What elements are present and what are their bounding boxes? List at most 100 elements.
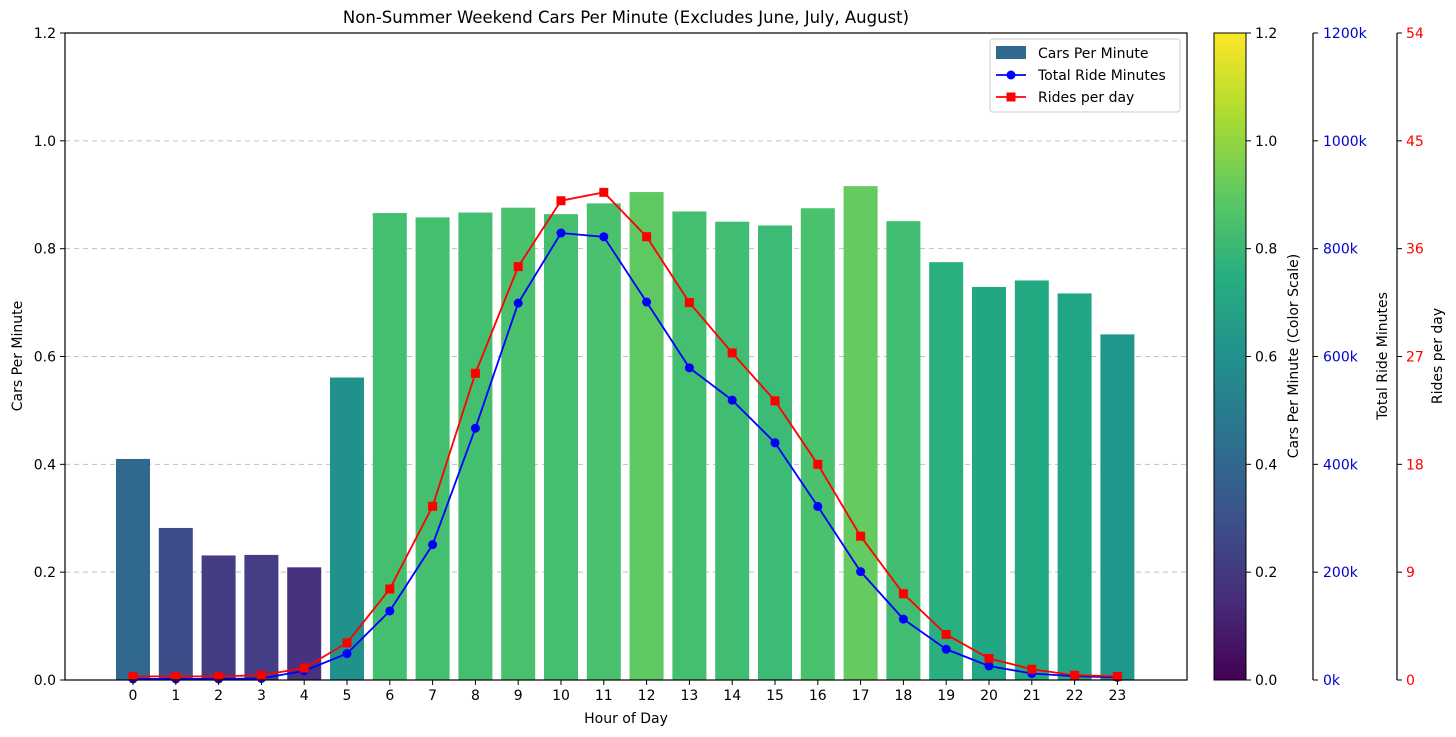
right-axis-2-tick-label: 9 — [1406, 565, 1415, 581]
bar — [586, 203, 621, 681]
x-tick-label: 7 — [428, 688, 437, 704]
bar — [929, 262, 964, 680]
x-tick-label: 18 — [894, 688, 912, 704]
x-tick-label: 4 — [300, 688, 309, 704]
point-rides-per-day — [984, 653, 994, 663]
bar — [1014, 280, 1049, 680]
right-axis-2-tick-label: 45 — [1406, 134, 1424, 150]
point-rides-per-day — [128, 671, 138, 681]
point-rides-per-day — [770, 396, 780, 406]
point-total-ride-minutes — [856, 567, 866, 577]
point-rides-per-day — [642, 232, 652, 242]
y-tick-label: 0.2 — [34, 565, 56, 581]
right-axis-1-ticks: 0k 200k 400k 600k 800k 1000k 1200k — [1313, 26, 1368, 689]
right-axis-1-tick-label: 200k — [1323, 565, 1359, 581]
grid-layer — [65, 140, 1187, 573]
axis-layer: 0.00.20.40.60.81.01.20 1 2 3 4 5 6 7 8 9 10 11 12 13 1… — [34, 26, 1127, 704]
point-total-ride-minutes — [599, 232, 609, 242]
y-tick-label: 0.8 — [34, 242, 56, 258]
right-axis-1-tick-label: 400k — [1323, 457, 1359, 473]
bar — [201, 555, 236, 680]
point-total-ride-minutes — [770, 438, 780, 448]
right-axis-2-tick-label: 54 — [1406, 26, 1424, 42]
series-line-rides-per-day — [133, 191, 1118, 678]
point-total-ride-minutes — [727, 395, 737, 405]
legend: Cars Per Minute Total Ride Minutes Rides… — [989, 38, 1181, 113]
point-total-ride-minutes — [556, 228, 566, 238]
bar — [715, 221, 750, 681]
colorbar-tick-label: 0.6 — [1255, 350, 1277, 366]
point-total-ride-minutes — [642, 297, 652, 307]
x-tick-label: 12 — [638, 688, 656, 704]
right-axis-2-tick-label: 36 — [1406, 242, 1424, 258]
point-rides-per-day — [171, 671, 181, 681]
point-total-ride-minutes — [470, 423, 480, 433]
bar — [544, 214, 578, 680]
right-axis-1-tick-label: 1000k — [1323, 134, 1368, 150]
point-rides-per-day — [428, 501, 438, 511]
x-tick-label: 20 — [980, 688, 998, 704]
line-layer — [128, 187, 1122, 684]
bar — [758, 225, 792, 681]
right-axis-1-tick-label: 800k — [1323, 242, 1359, 258]
colorbar-tick-label: 0.2 — [1255, 565, 1277, 581]
right-axis-2-ticks: 0 9 18 27 36 45 54 — [1397, 26, 1424, 689]
colorbar-label: Cars Per Minute (Color Scale) — [1286, 254, 1302, 458]
bar — [501, 207, 536, 680]
point-rides-per-day — [1070, 670, 1080, 680]
colorbar-tick-label: 1.2 — [1255, 26, 1277, 42]
right-axis-2-label: Rides per day — [1430, 308, 1446, 404]
right-axis-1-tick-label: 1200k — [1323, 26, 1368, 42]
point-total-ride-minutes — [342, 649, 352, 659]
legend-label-blue: Total Ride Minutes — [1037, 68, 1166, 84]
bar — [1057, 293, 1092, 680]
point-rides-per-day — [470, 368, 480, 378]
point-total-ride-minutes — [428, 540, 438, 550]
point-rides-per-day — [941, 629, 951, 639]
point-rides-per-day — [513, 262, 523, 272]
point-rides-per-day — [256, 670, 266, 680]
x-axis-label: Hour of Day — [584, 711, 668, 727]
point-rides-per-day — [342, 638, 352, 648]
bar — [800, 208, 835, 680]
x-tick-label: 17 — [852, 688, 870, 704]
point-rides-per-day — [599, 187, 609, 197]
x-tick-label: 3 — [257, 688, 266, 704]
point-total-ride-minutes — [385, 606, 395, 616]
point-rides-per-day — [813, 459, 823, 469]
y-tick-label: 1.2 — [34, 26, 56, 42]
point-total-ride-minutes — [684, 363, 694, 373]
right-axis-1-tick-label: 600k — [1323, 350, 1359, 366]
y-axis-label: Cars Per Minute — [10, 301, 26, 411]
x-tick-label: 0 — [129, 688, 138, 704]
bar — [672, 211, 707, 680]
point-rides-per-day — [299, 663, 309, 673]
x-tick-label: 6 — [385, 688, 394, 704]
colorbar-tick-label: 0.8 — [1255, 242, 1277, 258]
bar — [287, 567, 322, 680]
legend-box — [989, 38, 1181, 113]
right-axis-2-tick-label: 27 — [1406, 350, 1424, 366]
point-total-ride-minutes — [813, 501, 823, 511]
bar — [158, 527, 193, 680]
x-tick-label: 15 — [766, 688, 784, 704]
x-tick-label: 13 — [680, 688, 698, 704]
colorbar-ticks: 0.0 0.2 0.4 0.6 0.8 1.0 1.2 — [1246, 26, 1277, 689]
bar — [244, 554, 279, 680]
colorbar-tick-label: 1.0 — [1255, 134, 1277, 150]
point-rides-per-day — [856, 531, 866, 541]
x-tick-label: 14 — [723, 688, 741, 704]
x-tick-label: 22 — [1066, 688, 1084, 704]
right-axis-1-label: Total Ride Minutes — [1375, 292, 1391, 421]
point-rides-per-day — [727, 348, 737, 358]
bar — [458, 212, 493, 681]
bar — [629, 192, 664, 680]
x-tick-label: 1 — [171, 688, 180, 704]
right-axis-2-tick-label: 18 — [1406, 457, 1424, 473]
legend-swatch-bar — [996, 46, 1026, 59]
x-tick-label: 9 — [514, 688, 523, 704]
bar — [1100, 334, 1135, 680]
point-total-ride-minutes — [513, 298, 523, 308]
